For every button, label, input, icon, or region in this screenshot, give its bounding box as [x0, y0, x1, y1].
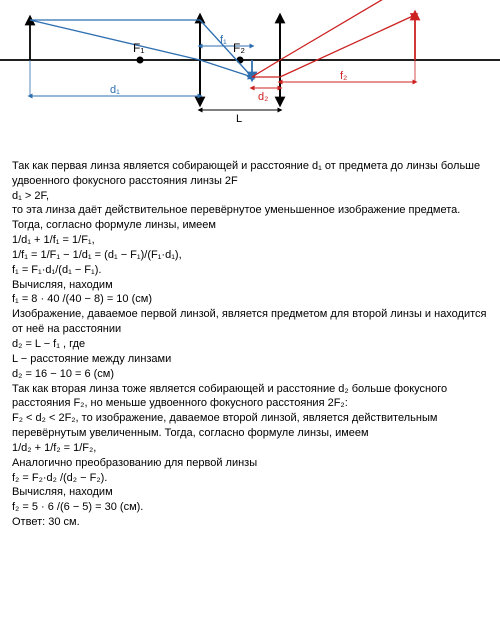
line: f₁ = 8 · 40 /(40 − 8) = 10 (см)	[12, 292, 488, 307]
label-f1: F₁	[133, 41, 144, 55]
focus-f2	[237, 57, 244, 64]
solution-text: Так как первая линза является собирающей…	[0, 155, 500, 540]
line: f₂ = F₂·d₂ /(d₂ − F₂).	[12, 471, 488, 486]
dim-f2-label: f₂	[340, 70, 347, 82]
line: f₁ = F₁·d₁/(d₁ − F₁).	[12, 263, 488, 278]
line: 1/f₁ = 1/F₁ − 1/d₁ = (d₁ − F₁)/(F₁·d₁),	[12, 248, 488, 263]
focus-f1	[137, 57, 144, 64]
red-rays	[252, 0, 500, 77]
label-f2: F₂	[233, 41, 245, 55]
line: Так как первая линза является собирающей…	[12, 159, 488, 189]
dimensions: d₁ f₁ d₂ f₂ L	[30, 34, 415, 125]
line: Ответ: 30 см.	[12, 515, 488, 530]
dim-L-label: L	[236, 113, 242, 125]
dim-d1-label: d₁	[110, 84, 120, 96]
line: то эта линза даёт действительное перевёр…	[12, 203, 488, 233]
line: Вычисляя, находим	[12, 485, 488, 500]
dim-d2-label: d₂	[258, 91, 268, 103]
line: d₂ = 16 − 10 = 6 (см)	[12, 367, 488, 382]
optics-diagram: d₁ f₁ d₂ f₂ L F₁ F₂	[0, 0, 500, 150]
line: d₁ > 2F,	[12, 189, 488, 204]
line: Так как вторая линза тоже является собир…	[12, 382, 488, 412]
line: 1/d₂ + 1/f₂ = 1/F₂,	[12, 441, 488, 456]
line: 1/d₁ + 1/f₁ = 1/F₁,	[12, 233, 488, 248]
line: f₂ = 5 · 6 /(6 − 5) = 30 (см).	[12, 500, 488, 515]
line: L − расстояние между линзами	[12, 352, 488, 367]
line: Вычисляя, находим	[12, 278, 488, 293]
dim-f1-label: f₁	[220, 34, 227, 46]
line: Изображение, даваемое первой линзой, явл…	[12, 307, 488, 337]
line: Аналогично преобразованию для первой лин…	[12, 456, 488, 471]
line: F₂ < d₂ < 2F₂, то изображение, даваемое …	[12, 411, 488, 441]
line: d₂ = L − f₁ , где	[12, 337, 488, 352]
